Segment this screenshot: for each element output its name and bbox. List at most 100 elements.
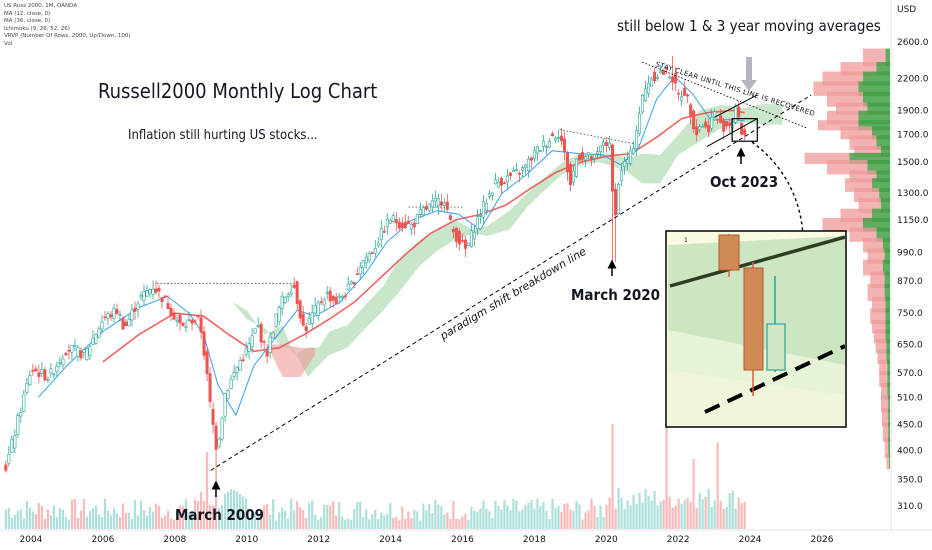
volume-bar: [10, 518, 13, 529]
candle-body: [382, 231, 386, 233]
candle-body: [106, 313, 110, 319]
volume-bar: [650, 500, 653, 529]
legend-vrvp[interactable]: VRVP (Number Of Rows, 2000, Up/Down, 100…: [4, 33, 131, 40]
candle-body: [292, 284, 296, 288]
candle-body: [112, 308, 116, 319]
candlesticks: [4, 55, 747, 483]
volume-bar: [154, 503, 158, 529]
volume-bar: [211, 505, 215, 529]
volume-bar: [40, 505, 43, 529]
candle-body: [193, 320, 197, 323]
volume-bar: [395, 516, 398, 529]
volume-bar: [124, 512, 128, 529]
candle-body: [118, 314, 122, 316]
volume-bar: [503, 500, 506, 529]
volume-bar: [629, 505, 632, 529]
indicator-legend[interactable]: US Russ 2000, 1M, OANDA MA (12, close, 0…: [4, 3, 131, 49]
volume-bar: [46, 509, 49, 529]
candle-body: [412, 222, 416, 228]
candle-body: [475, 216, 479, 229]
zoom-inset[interactable]: 1: [665, 230, 847, 428]
volume-profile-down: [854, 145, 881, 157]
candle-body: [142, 290, 146, 302]
time-axis[interactable]: 2004 2006 2008 2010 2012 2014 2016 2018 2020 2022…: [20, 535, 834, 545]
candle-body: [743, 129, 747, 136]
candle-body: [547, 140, 551, 148]
volume-bar: [58, 508, 61, 529]
candle-body: [529, 157, 533, 161]
volume-profile-up: [885, 329, 890, 344]
volume-profile-down: [877, 349, 887, 364]
volume-bar: [461, 516, 464, 529]
volume-bar: [70, 499, 74, 529]
price-tick-label: 1700.0: [897, 131, 929, 141]
volume-bar: [500, 509, 503, 529]
volume-profile-down: [879, 359, 888, 376]
volume-bar: [190, 510, 194, 529]
volume-bar: [590, 498, 593, 529]
legend-ma12[interactable]: MA (12, close, 0): [4, 10, 51, 17]
volume-bar: [49, 515, 52, 529]
volume-bar: [494, 500, 497, 529]
volume-bar: [698, 492, 701, 529]
volume-bar: [584, 512, 587, 529]
candle-body: [671, 76, 675, 83]
legend-ma36[interactable]: MA (36, close, 0): [4, 18, 51, 25]
candle-body: [484, 203, 488, 211]
volume-bar: [226, 491, 230, 529]
candle-body: [593, 153, 597, 159]
volume-bar: [202, 500, 206, 529]
volume-bar: [79, 510, 83, 529]
candle-body: [472, 231, 476, 240]
price-axis[interactable]: 2600.0 2200.0 1900.0 1700.0 1500.0 1300.0 1150…: [897, 38, 929, 512]
volume-bar: [196, 500, 200, 529]
volume-bar: [653, 490, 656, 529]
volume-profile-up: [884, 283, 890, 302]
candle-body: [737, 106, 741, 118]
candle-body: [325, 292, 329, 294]
symbol-title[interactable]: US Russ 2000, 1M, OANDA: [4, 3, 78, 9]
volume-bar: [659, 501, 662, 529]
volume-bar: [536, 498, 539, 529]
volume-bar: [455, 518, 458, 529]
volume-bar: [293, 510, 296, 529]
volume-profile-down: [863, 48, 886, 67]
volume-bar: [317, 520, 320, 529]
volume-profile-up: [885, 48, 890, 67]
candle-body: [130, 309, 134, 321]
volume-profile-down: [881, 382, 888, 400]
volume-bar: [662, 500, 665, 529]
volume-bar: [67, 519, 71, 529]
volume-profile-up: [887, 359, 890, 376]
candle-body: [620, 170, 624, 181]
volume-bar: [608, 497, 611, 529]
volume-profile-down: [881, 395, 889, 413]
volume-bar: [100, 516, 104, 529]
cloud-bull: [232, 103, 783, 377]
time-tick-label: 2020: [595, 535, 618, 545]
volume-bar: [263, 505, 266, 529]
candle-body: [223, 393, 227, 417]
volume-bar: [644, 489, 647, 529]
volume-bar: [266, 504, 269, 529]
candle-body: [692, 110, 696, 130]
candle-body: [274, 313, 278, 327]
volume-bar: [617, 487, 620, 529]
candle-body: [562, 138, 566, 153]
volume-bar: [278, 512, 281, 529]
candle-body: [487, 193, 491, 197]
candle-body: [493, 179, 497, 185]
candle-body: [280, 295, 284, 309]
volume-bar: [329, 505, 332, 529]
candle-body: [181, 322, 185, 326]
volume-profile-down: [881, 408, 889, 427]
legend-ichimoku[interactable]: Ichimoku (9, 26, 52, 26): [4, 25, 70, 32]
volume-bar: [299, 507, 302, 529]
candle-body: [611, 144, 615, 192]
volume-bar: [178, 505, 182, 529]
candle-body: [190, 320, 194, 324]
legend-volume[interactable]: Vol: [4, 40, 13, 47]
volume-bar: [683, 500, 686, 529]
volume-bar: [638, 492, 641, 529]
